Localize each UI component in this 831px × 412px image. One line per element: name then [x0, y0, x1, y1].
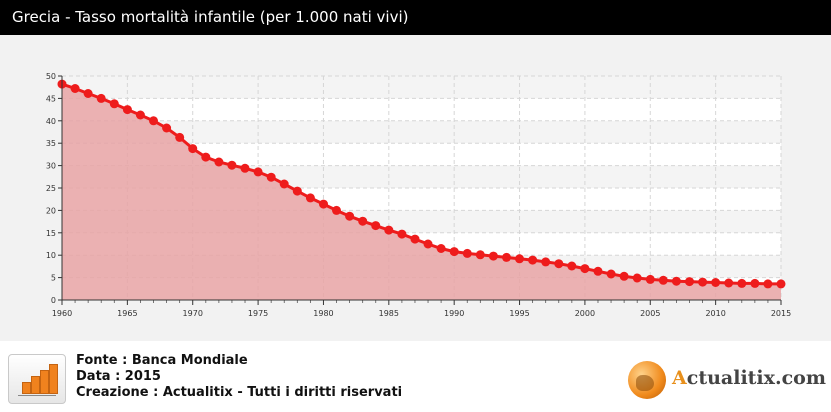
x-tick-label: 1960: [52, 309, 72, 318]
data-point: [619, 271, 629, 281]
y-tick-label: 25: [46, 184, 56, 193]
logo-rest-text: ctualitix.com: [686, 367, 826, 389]
data-point: [227, 160, 237, 170]
data-point: [711, 278, 721, 287]
data-point: [279, 179, 289, 189]
y-tick-label: 10: [46, 251, 56, 260]
x-tick-label: 2015: [771, 309, 791, 318]
data-point: [214, 157, 224, 167]
data-point: [162, 123, 172, 133]
data-point: [358, 216, 368, 226]
data-point: [449, 247, 459, 257]
data-point: [763, 279, 773, 289]
series-area: [62, 84, 781, 300]
data-point: [83, 89, 93, 98]
data-point: [70, 84, 80, 93]
data-point: [436, 244, 446, 253]
data-point: [776, 279, 786, 289]
data-point: [554, 259, 564, 269]
data-point: [384, 225, 394, 235]
chart-title: Grecia - Tasso mortalità infantile (per …: [12, 8, 409, 26]
data-point: [109, 99, 119, 109]
globe-icon: [628, 361, 666, 399]
x-tick-label: 2005: [640, 309, 660, 318]
y-tick-label: 45: [46, 94, 56, 103]
chart-info: Fonte : Banca Mondiale Data : 2015 Creaz…: [76, 353, 402, 401]
data-point: [724, 278, 734, 288]
data-point: [488, 251, 498, 261]
data-point: [750, 278, 760, 288]
actualitix-logo[interactable]: Actualitix.com: [628, 355, 828, 405]
data-point: [737, 278, 747, 288]
data-point: [175, 132, 185, 142]
data-point: [122, 105, 132, 115]
data-point: [541, 257, 551, 267]
logo-first-letter: A: [672, 367, 687, 389]
bar-chart-icon: [8, 354, 66, 404]
x-tick-label: 1965: [117, 309, 137, 318]
data-point: [266, 172, 276, 182]
data-point: [188, 144, 198, 154]
data-point: [96, 93, 106, 103]
y-tick-label: 5: [51, 274, 56, 283]
x-tick-label: 1975: [248, 309, 268, 318]
y-tick-label: 15: [46, 229, 56, 238]
source-text: Fonte : Banca Mondiale: [76, 353, 248, 368]
data-point: [292, 186, 302, 196]
data-point: [462, 248, 472, 258]
data-point: [580, 264, 590, 274]
grid-band: [62, 76, 781, 99]
data-point: [149, 116, 158, 126]
chart-panel: 0 5 10 15 20 25 30 35 40 45 50 1960 1965 1970 1975 1980…: [0, 35, 831, 341]
data-point: [475, 250, 485, 260]
x-tick-label: 1990: [444, 309, 464, 318]
data-point: [515, 254, 524, 264]
data-point: [410, 234, 420, 244]
data-point: [502, 252, 511, 262]
data-point: [593, 266, 603, 276]
logo-text: Actualitix.com: [672, 367, 826, 389]
data-point: [606, 269, 616, 279]
data-point: [253, 167, 263, 177]
grid-band: [62, 120, 781, 144]
data-point: [423, 239, 433, 249]
y-tick-label: 20: [46, 206, 56, 215]
data-point: [645, 274, 655, 284]
x-tick-label: 1980: [313, 309, 333, 318]
data-point: [345, 211, 355, 221]
data-point: [658, 275, 668, 285]
data-point: [698, 277, 708, 287]
y-tick-label: 40: [46, 117, 56, 126]
y-tick-label: 30: [46, 162, 56, 171]
data-point: [567, 261, 577, 271]
data-point: [201, 152, 211, 162]
y-tick-label: 35: [46, 139, 56, 148]
data-point: [397, 229, 407, 239]
chart-header: Grecia - Tasso mortalità infantile (per …: [0, 0, 831, 35]
data-point: [319, 199, 328, 209]
infant-mortality-chart: 0 5 10 15 20 25 30 35 40 45 50 1960 1965 1970 1975 1980…: [46, 72, 791, 318]
data-point: [332, 205, 341, 215]
date-text: Data : 2015: [76, 369, 161, 384]
x-tick-label: 2010: [705, 309, 725, 318]
data-point: [135, 110, 145, 120]
footer: Fonte : Banca Mondiale Data : 2015 Creaz…: [0, 341, 831, 412]
data-point: [240, 163, 250, 173]
y-tick-label: 0: [51, 296, 56, 305]
data-point: [632, 273, 642, 283]
data-point: [305, 193, 315, 203]
x-tick-label: 1970: [183, 309, 203, 318]
x-tick-label: 1995: [509, 309, 529, 318]
x-tick-label: 1985: [379, 309, 399, 318]
data-point: [685, 277, 694, 287]
data-point: [371, 221, 381, 231]
data-point: [671, 276, 681, 286]
data-point: [528, 255, 538, 265]
x-tick-label: 2000: [575, 309, 595, 318]
credit-text: Creazione : Actualitix - Tutti i diritti…: [76, 385, 403, 400]
y-tick-label: 50: [46, 72, 56, 81]
